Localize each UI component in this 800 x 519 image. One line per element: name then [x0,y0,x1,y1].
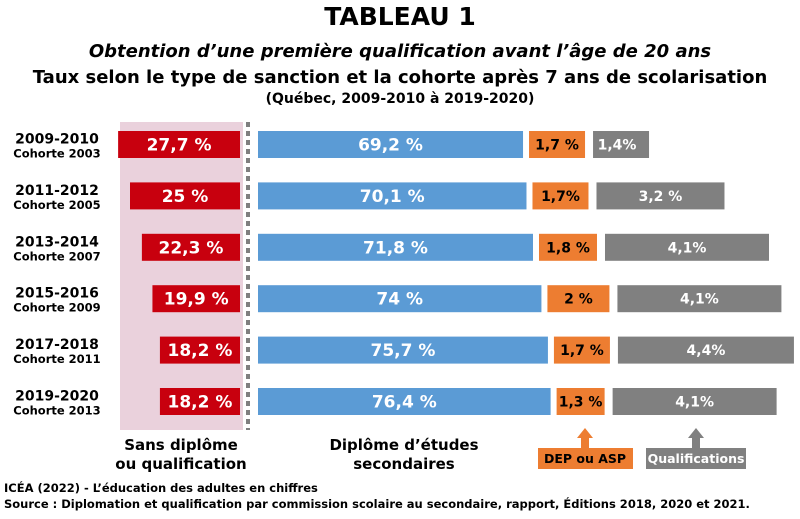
bar-sans-diplome [159,336,240,364]
chart-subtitle-main: Obtention d’une première qualification a… [88,41,712,62]
legend-label-sans-diplome-1: Sans diplôme [124,436,238,454]
chart-subtitle-period: (Québec, 2009-2010 à 2019-2020) [265,91,535,107]
bar-qualifications [612,388,777,415]
bar-des [258,388,551,415]
qualifications-arrow-icon [688,428,704,448]
category-label-cohort: Cohorte 2009 [13,301,100,315]
category-label-period: 2009-2010 [15,132,99,148]
bar-des [258,336,548,364]
category-label-period: 2015-2016 [15,286,99,302]
data-label-des: 71,8 % [363,238,428,258]
data-label-qualifications: 3,2 % [639,189,683,205]
data-label-des: 70,1 % [360,187,425,207]
category-label-cohort: Cohorte 2013 [13,404,100,418]
data-label-qualifications: 4,1% [675,395,714,411]
legend-box-qualifications [646,448,746,469]
bar-qualifications [617,285,782,313]
category-label-cohort: Cohorte 2007 [13,249,100,263]
data-label-sans-diplome: 27,7 % [147,136,212,156]
category-label-period: 2017-2018 [15,337,99,353]
category-label-cohort: Cohorte 2011 [13,352,100,366]
bar-dep-asp [547,285,610,313]
data-label-dep-asp: 1,3 % [559,395,603,411]
data-label-dep-asp: 1,7 % [560,343,604,359]
category-label-period: 2013-2014 [15,234,99,250]
chart-subtitle-rate: Taux selon le type de sanction et la coh… [32,67,768,88]
sans-diplome-panel [120,122,243,430]
bar-qualifications [593,131,650,158]
data-label-qualifications: 4,1% [680,292,719,308]
bar-sans-diplome [118,131,240,158]
data-label-sans-diplome: 19,9 % [164,290,229,310]
bar-dep-asp [556,388,605,415]
legend-label-dep-asp: DEP ou ASP [544,451,626,466]
data-label-des: 76,4 % [372,393,437,413]
footer-source: Source : Diplomation et qualification pa… [4,497,750,511]
bar-des [258,233,533,261]
data-label-dep-asp: 1,7 % [535,138,579,154]
bar-dep-asp [532,182,589,210]
data-label-qualifications: 4,4% [687,343,726,359]
data-label-des: 75,7 % [371,341,436,361]
legend-label-qualifications: Qualifications [648,451,745,466]
bar-dep-asp [553,336,610,364]
bar-des [258,285,542,313]
data-label-sans-diplome: 25 % [162,187,209,207]
legend-label-des-1: Diplôme d’études [329,436,478,454]
data-label-dep-asp: 2 % [564,292,593,308]
legend-label-des-2: secondaires [353,455,455,473]
data-label-qualifications: 1,4% [598,138,637,154]
data-label-des: 74 % [376,290,423,310]
bar-des [258,182,527,210]
bar-qualifications [604,233,769,261]
data-label-des: 69,2 % [358,136,423,156]
data-label-dep-asp: 1,8 % [546,240,590,256]
bar-sans-diplome [152,285,240,313]
data-label-qualifications: 4,1% [668,240,707,256]
bar-sans-diplome [141,233,240,261]
bar-qualifications [596,182,725,210]
legend-label-sans-diplome-2: ou qualification [115,455,246,473]
data-label-sans-diplome: 22,3 % [158,238,223,258]
category-label-period: 2019-2020 [15,389,99,405]
bar-dep-asp [529,131,586,158]
bar-sans-diplome [159,388,240,415]
dep-asp-arrow-icon [577,428,593,448]
category-label-cohort: Cohorte 2005 [13,198,100,212]
bar-qualifications [617,336,794,364]
bar-dep-asp [538,233,597,261]
category-label-cohort: Cohorte 2003 [13,147,100,161]
footer-credit: ICÉA (2022) - L’éducation des adultes en… [4,481,318,495]
chart-title: TABLEAU 1 [324,2,476,31]
category-label-period: 2011-2012 [15,183,99,199]
data-label-dep-asp: 1,7% [541,189,580,205]
legend-box-dep-asp [538,448,633,469]
data-label-sans-diplome: 18,2 % [168,341,233,361]
bar-des [258,131,524,158]
data-label-sans-diplome: 18,2 % [168,393,233,413]
bar-sans-diplome [130,182,240,210]
